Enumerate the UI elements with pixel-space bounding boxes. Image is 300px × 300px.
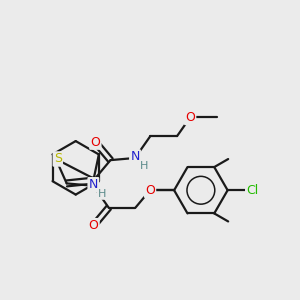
Text: H: H (98, 189, 106, 199)
Text: S: S (54, 152, 62, 166)
Text: Cl: Cl (246, 184, 259, 197)
Text: O: O (88, 219, 98, 232)
Text: O: O (185, 111, 195, 124)
Text: O: O (90, 136, 100, 148)
Text: N: N (89, 178, 98, 191)
Text: H: H (140, 161, 148, 171)
Text: O: O (145, 184, 155, 197)
Text: N: N (130, 151, 140, 164)
